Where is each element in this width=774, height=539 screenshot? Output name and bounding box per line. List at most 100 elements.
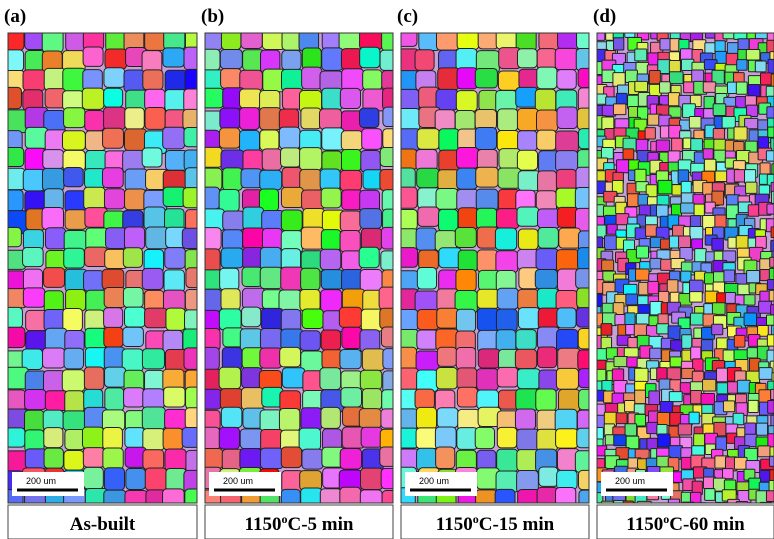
grain — [539, 467, 558, 486]
grain — [163, 127, 185, 149]
grain — [322, 128, 344, 150]
grain — [556, 188, 578, 208]
grain — [658, 434, 670, 447]
grain — [221, 407, 242, 427]
grain — [340, 88, 360, 108]
grain — [556, 169, 576, 189]
grain — [756, 236, 767, 248]
grain — [340, 448, 361, 469]
grain — [475, 68, 497, 87]
grain — [579, 369, 598, 388]
grain — [767, 204, 774, 214]
grain — [437, 29, 460, 51]
grain — [241, 169, 262, 188]
grain — [592, 427, 603, 439]
figure: (a)200 umAs-built(b)200 um1150oC-5 min(c… — [0, 0, 774, 539]
grain — [537, 429, 558, 451]
grain — [185, 310, 207, 330]
grain — [321, 270, 343, 289]
grain — [712, 324, 723, 335]
grain — [755, 61, 766, 72]
grain — [105, 388, 124, 411]
grain — [380, 50, 400, 70]
grain — [593, 27, 605, 40]
panel-label: (a) — [4, 6, 26, 27]
grain — [593, 205, 605, 217]
grain — [341, 388, 362, 407]
grain — [536, 110, 557, 132]
grain — [537, 49, 556, 70]
grain — [125, 428, 145, 448]
grain — [321, 188, 341, 208]
grain — [635, 368, 648, 381]
grain — [25, 389, 46, 409]
grain — [457, 368, 477, 389]
grain — [458, 250, 477, 272]
grain — [602, 260, 614, 271]
grain — [736, 236, 748, 249]
grain — [182, 228, 202, 248]
grain — [556, 429, 578, 448]
grain — [361, 468, 384, 489]
grain — [734, 127, 747, 140]
grain — [301, 408, 322, 431]
grain — [184, 127, 203, 146]
grain — [361, 150, 381, 172]
grain — [538, 347, 557, 368]
grain — [260, 247, 281, 270]
grain — [746, 50, 760, 60]
grain — [25, 127, 48, 148]
grain — [638, 194, 648, 205]
grain — [260, 448, 283, 469]
grain — [517, 207, 539, 226]
grain — [396, 209, 417, 229]
grain — [535, 269, 557, 288]
grain — [657, 324, 669, 334]
grain — [691, 347, 701, 360]
grain — [301, 108, 321, 129]
grain — [63, 411, 86, 430]
grain — [142, 148, 162, 167]
grain — [23, 288, 45, 307]
grain — [63, 68, 86, 91]
grain — [219, 189, 239, 211]
grain — [656, 140, 669, 152]
grain — [670, 72, 684, 84]
grain — [748, 400, 758, 412]
grain — [219, 367, 241, 389]
grain — [577, 288, 600, 308]
grain — [23, 247, 44, 266]
caption-pre: As-built — [70, 514, 136, 535]
grain — [415, 389, 434, 409]
grain — [557, 70, 576, 89]
grain — [436, 447, 455, 468]
grain — [626, 294, 638, 305]
grain — [616, 413, 627, 424]
grain — [124, 227, 144, 249]
grain — [515, 409, 535, 430]
grain — [760, 270, 770, 281]
grain — [439, 209, 458, 231]
grain — [768, 434, 774, 447]
grain — [748, 205, 759, 217]
grain — [437, 347, 456, 366]
grain — [64, 248, 85, 268]
grain — [299, 428, 320, 450]
grain — [518, 171, 540, 191]
grain — [6, 110, 28, 133]
grain — [770, 257, 774, 267]
grain — [164, 387, 185, 407]
grain — [682, 335, 692, 349]
grain — [302, 67, 322, 89]
grain — [701, 394, 714, 405]
grain — [614, 38, 624, 50]
grain — [342, 327, 362, 348]
grain — [712, 303, 725, 315]
grain — [397, 310, 418, 331]
grain — [281, 187, 303, 207]
grain — [126, 468, 146, 489]
grain — [260, 170, 282, 190]
grain — [301, 227, 323, 249]
grain — [436, 188, 458, 209]
grain — [435, 110, 455, 131]
